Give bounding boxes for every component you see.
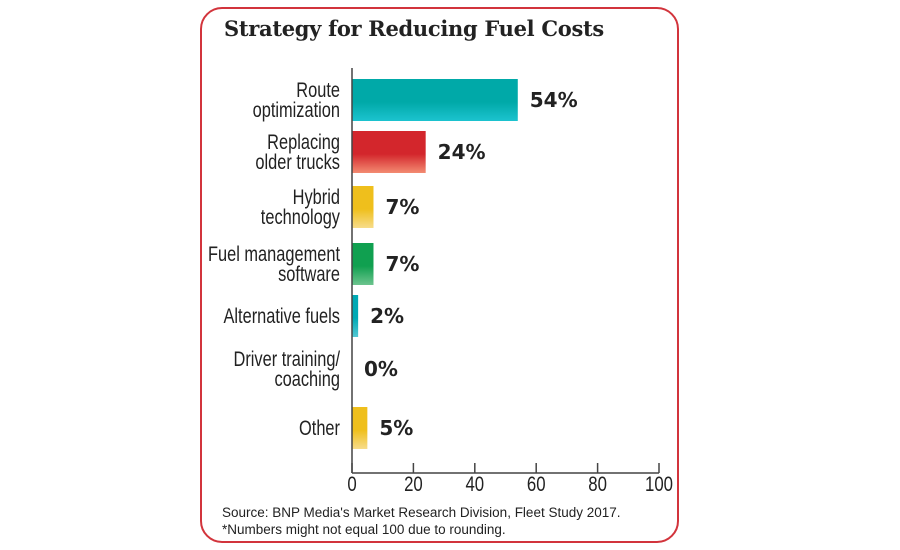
bar <box>352 131 426 173</box>
category-label: Route optimization <box>253 78 340 121</box>
value-label: 7% <box>385 252 419 276</box>
bar <box>352 243 374 285</box>
bar <box>352 79 518 121</box>
value-label: 0% <box>364 357 398 381</box>
category-label: Replacing older trucks <box>255 130 340 173</box>
category-label: Fuel management software <box>208 242 341 285</box>
value-label: 5% <box>379 416 413 440</box>
x-tick-label: 60 <box>527 473 546 496</box>
x-tick-label: 20 <box>404 473 423 496</box>
chart-title: Strategy for Reducing Fuel Costs <box>224 16 604 41</box>
category-label: Alternative fuels <box>223 304 340 327</box>
category-label: Other <box>299 416 340 439</box>
value-label: 54% <box>530 88 578 112</box>
footnote-text: *Numbers might not equal 100 due to roun… <box>222 522 506 537</box>
category-label: Hybrid technology <box>261 185 341 228</box>
x-tick-label: 80 <box>588 473 607 496</box>
value-label: 2% <box>370 304 404 328</box>
value-label: 24% <box>438 140 486 164</box>
value-label: 7% <box>385 195 419 219</box>
source-text: Source: BNP Media's Market Research Divi… <box>222 505 621 520</box>
x-tick-label: 40 <box>465 473 484 496</box>
category-label: Driver training/coaching <box>234 347 341 390</box>
bar <box>352 295 359 337</box>
x-tick-label: 100 <box>645 473 673 496</box>
bar <box>352 186 374 228</box>
chart-source: Source: BNP Media's Market Research Divi… <box>222 504 621 538</box>
bar <box>352 407 368 449</box>
x-tick-label: 0 <box>347 473 356 496</box>
